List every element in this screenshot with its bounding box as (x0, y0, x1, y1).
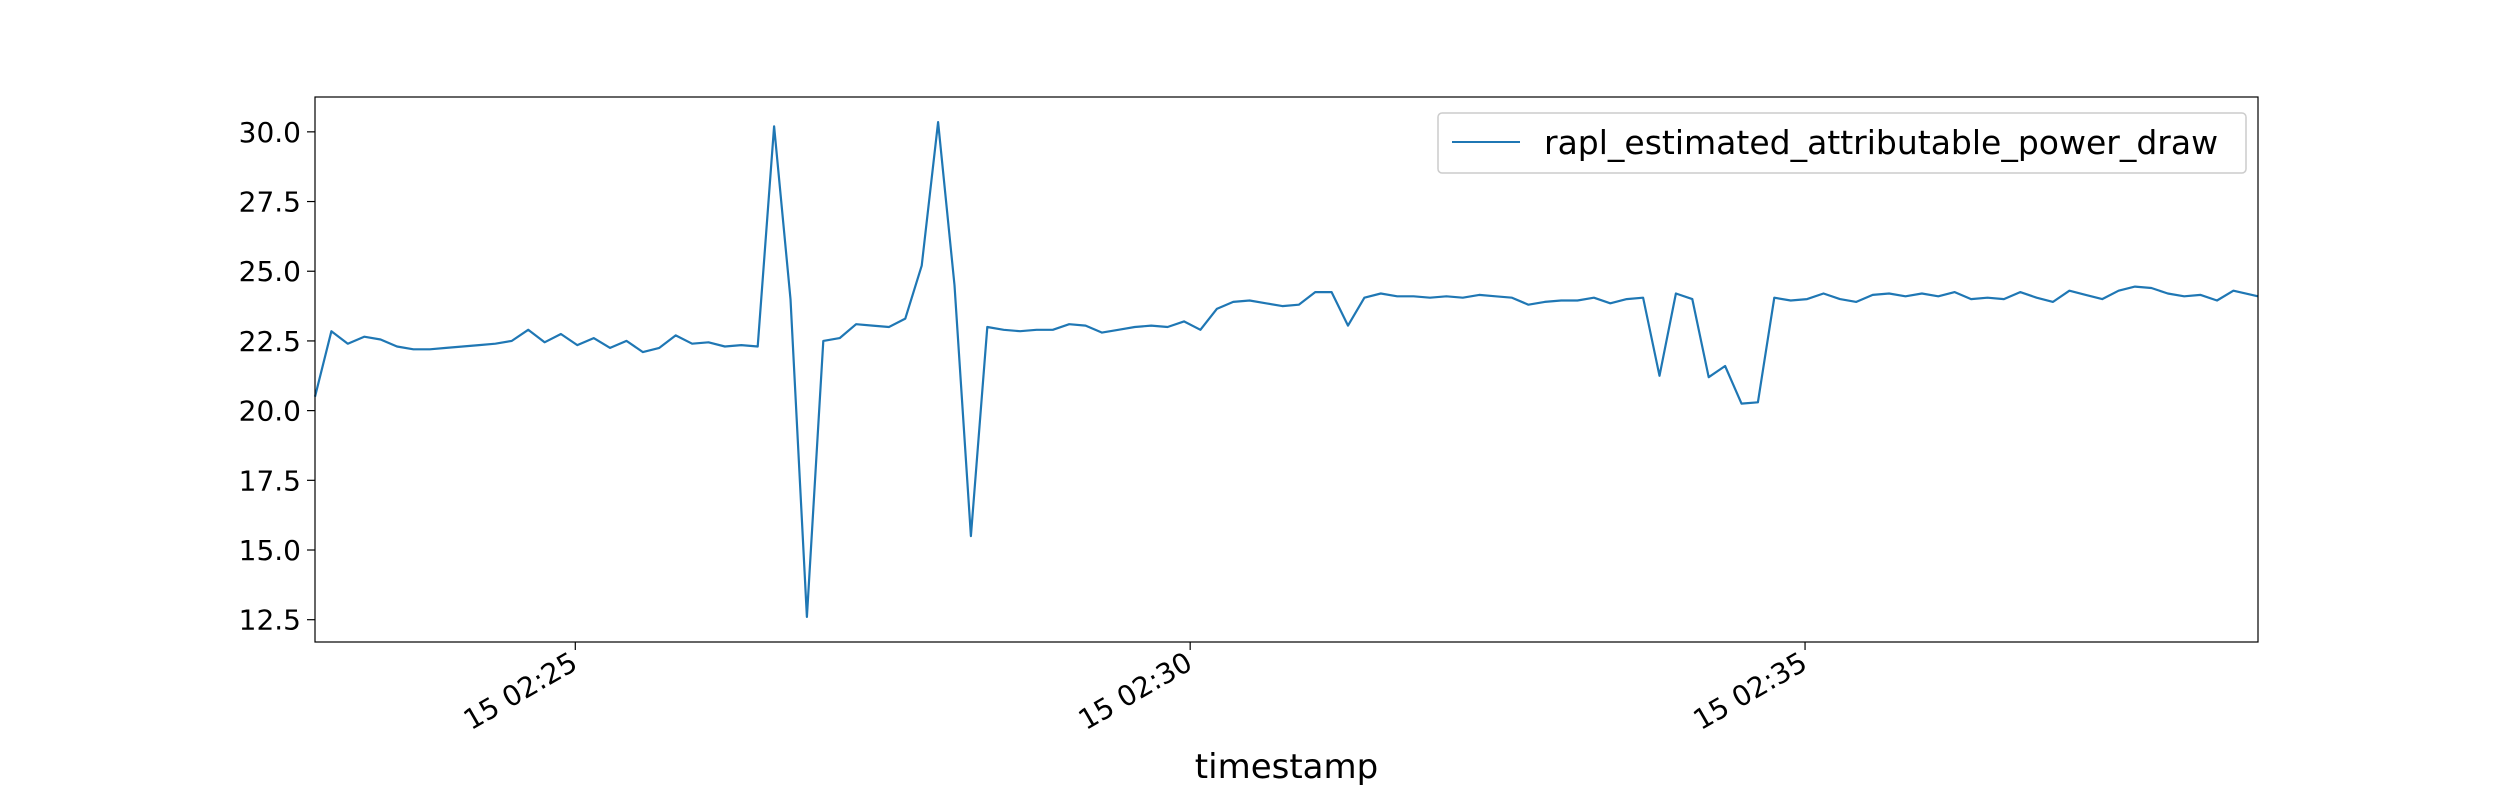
legend-box (1437, 112, 2247, 174)
y-tick-label: 15.0 (239, 534, 301, 567)
legend-label: rapl_estimated_attributable_power_draw (1544, 123, 2218, 162)
y-tick-label: 25.0 (239, 255, 301, 288)
y-axis-ticks: 12.5 15.0 17.5 20.0 22.5 25.0 27.5 30.0 (239, 116, 315, 637)
y-tick-label: 27.5 (239, 186, 301, 219)
series-layer (313, 120, 2259, 619)
plot-area-frame (314, 96, 2259, 643)
legend: rapl_estimated_attributable_power_draw (1437, 112, 2247, 174)
x-tick-label: 15 02:35 (1688, 645, 1813, 736)
y-tick-label: 20.0 (239, 395, 301, 428)
x-axis-ticks: 15 02:25 15 02:30 15 02:35 (458, 642, 1813, 737)
y-tick-label: 22.5 (239, 325, 301, 358)
x-tick-label: 15 02:25 (458, 645, 583, 736)
series-line (313, 120, 2259, 619)
y-tick-label: 30.0 (239, 116, 301, 149)
x-tick-label: 15 02:30 (1073, 645, 1198, 736)
x-axis-title: timestamp (1195, 747, 1378, 787)
y-tick-label: 12.5 (239, 604, 301, 637)
y-tick-label: 17.5 (239, 464, 301, 497)
